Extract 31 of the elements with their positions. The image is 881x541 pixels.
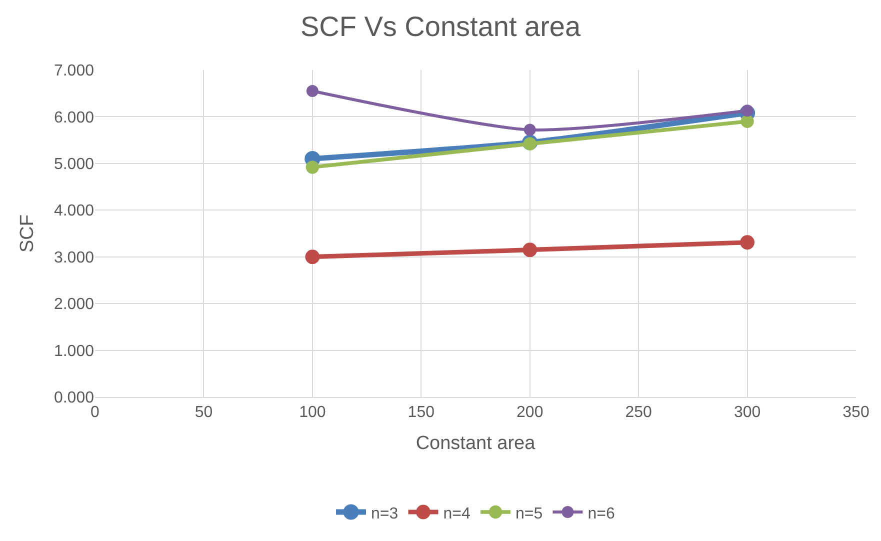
x-axis-title: Constant area xyxy=(416,433,536,454)
x-tick-label: 150 xyxy=(408,404,435,422)
x-tick-label: 200 xyxy=(516,404,544,422)
point xyxy=(524,124,536,136)
y-tick-label: 1.000 xyxy=(54,342,94,360)
x-tick-label: 50 xyxy=(194,404,213,422)
point xyxy=(305,250,320,264)
y-tick-label: 2.000 xyxy=(54,296,94,314)
point xyxy=(740,235,754,250)
point xyxy=(741,104,754,117)
y-tick-label: 6.000 xyxy=(54,109,94,126)
y-tick-label: 0.000 xyxy=(54,390,94,407)
point xyxy=(522,242,538,258)
y-tick-label: 5.000 xyxy=(54,156,94,174)
point xyxy=(306,85,318,98)
x-tick-label: 350 xyxy=(842,404,870,422)
y-tick-label: 7.000 xyxy=(54,62,94,80)
legend-label: n=6 xyxy=(588,505,615,522)
y-tick-label: 4.000 xyxy=(54,202,94,220)
chart-title: SCF Vs Constant area xyxy=(300,10,581,42)
point xyxy=(306,160,320,174)
legend-label: n=4 xyxy=(443,505,470,522)
y-tick-label: 3.000 xyxy=(54,249,94,266)
x-tick-label: 100 xyxy=(299,404,326,422)
legend-label: n=5 xyxy=(515,505,543,522)
point xyxy=(740,114,754,128)
x-tick-label: 300 xyxy=(734,404,761,422)
x-tick-label: 0 xyxy=(90,404,100,422)
legend-label: n=3 xyxy=(371,505,398,522)
x-tick-label: 250 xyxy=(625,404,652,422)
y-axis-title: SCF xyxy=(16,214,38,252)
